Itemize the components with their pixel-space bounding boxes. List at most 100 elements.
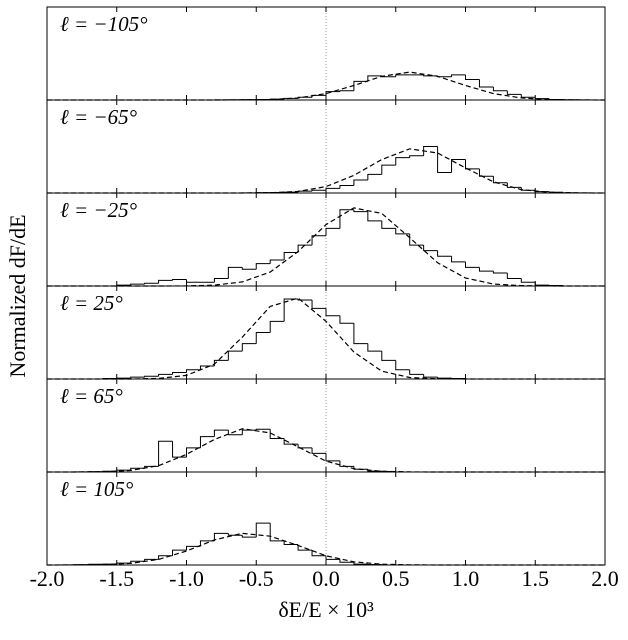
- histogram-step: [492, 271, 508, 274]
- histogram-step: [311, 189, 326, 192]
- histogram-step: [423, 245, 438, 252]
- histogram-step: [311, 550, 326, 557]
- histogram-step: [478, 168, 494, 177]
- histogram-step: [172, 441, 187, 458]
- histogram-step: [255, 263, 271, 270]
- histogram-step: [144, 465, 159, 469]
- histogram-step: [409, 369, 424, 375]
- histogram-step: [325, 453, 340, 462]
- histogram-step: [227, 430, 243, 436]
- histogram-step: [423, 146, 438, 156]
- y-axis-label: Normalized dF/dE: [5, 214, 30, 377]
- histogram-step: [339, 559, 354, 563]
- histogram-step: [255, 522, 271, 538]
- histogram-step: [269, 429, 285, 440]
- histogram-step: [520, 187, 536, 191]
- histogram-step: [283, 438, 299, 445]
- panel-label: ℓ = −25°: [60, 198, 138, 222]
- histogram-step: [465, 159, 480, 170]
- histogram-step: [241, 429, 257, 435]
- histogram-step: [311, 94, 326, 98]
- fit-curve: [47, 428, 605, 473]
- histogram-step: [451, 256, 466, 263]
- histogram-step: [172, 278, 187, 281]
- histogram-step: [367, 343, 382, 352]
- histogram-step: [437, 75, 452, 78]
- histogram-step: [353, 466, 368, 470]
- histogram-step: [534, 282, 550, 286]
- panel-label: ℓ = 65°: [60, 384, 123, 408]
- histogram-step: [311, 235, 326, 246]
- histogram-step: [199, 365, 215, 370]
- histogram-step: [395, 157, 410, 166]
- histogram-step: [437, 377, 452, 379]
- histogram-step: [227, 533, 243, 536]
- x-tick-label: -1.0: [169, 566, 204, 591]
- histogram-step: [158, 555, 173, 560]
- histogram-step: [283, 540, 299, 546]
- histogram-step: [158, 373, 173, 377]
- histogram-step: [213, 429, 229, 437]
- x-tick-label: 0.0: [312, 566, 340, 591]
- histogram-step: [130, 560, 145, 564]
- histogram-step: [520, 278, 536, 283]
- panel-label: ℓ = −105°: [60, 12, 148, 36]
- histogram-step: [381, 351, 396, 361]
- histogram-step: [186, 369, 201, 373]
- histogram-step: [353, 323, 368, 345]
- histogram-step: [423, 74, 438, 77]
- histogram-step: [325, 555, 340, 560]
- histogram-step: [269, 523, 285, 542]
- panel-label: ℓ = 25°: [60, 291, 123, 315]
- histogram-step: [339, 460, 354, 467]
- histogram-step: [339, 185, 354, 189]
- histogram-step: [492, 176, 508, 184]
- histogram-step: [130, 467, 145, 471]
- histogram-step: [534, 190, 550, 193]
- histogram-step: [492, 86, 508, 92]
- histogram-step: [213, 359, 229, 366]
- histogram-step: [297, 244, 313, 253]
- histogram-step: [506, 272, 522, 280]
- histogram-step: [130, 376, 145, 379]
- histogram-step: [186, 545, 201, 551]
- panel-label: ℓ = −65°: [60, 105, 138, 129]
- histogram-step: [465, 261, 480, 268]
- histogram-step: [451, 159, 466, 173]
- histogram-step: [269, 259, 285, 264]
- histogram-step: [409, 233, 424, 246]
- histogram-step: [381, 75, 396, 78]
- histogram-step: [339, 209, 354, 229]
- histogram-step: [144, 375, 159, 378]
- histogram-step: [116, 469, 131, 472]
- histogram-step: [325, 91, 340, 96]
- histogram-step: [339, 315, 354, 324]
- histogram-step: [395, 74, 410, 77]
- histogram-step: [423, 374, 438, 378]
- histogram-step: [548, 98, 564, 100]
- histogram-step: [158, 279, 173, 284]
- histogram-step: [437, 250, 452, 257]
- x-tick-label: -1.5: [99, 566, 134, 591]
- histogram-step: [158, 440, 173, 467]
- histogram-step: [144, 558, 159, 562]
- histogram-step: [297, 444, 313, 449]
- histogram-step: [186, 447, 201, 458]
- panel-frame: [46, 285, 606, 380]
- histogram-step: [520, 94, 536, 98]
- histogram-step: [478, 79, 494, 88]
- histogram-step: [311, 299, 326, 309]
- histogram-step: [283, 298, 299, 322]
- histogram-step: [353, 179, 368, 186]
- histogram-step: [227, 266, 243, 279]
- histogram-step: [353, 80, 368, 91]
- panel-label: ℓ = 105°: [60, 477, 134, 501]
- histogram-step: [241, 343, 257, 352]
- histogram-step: [325, 227, 340, 236]
- histogram-step: [395, 360, 410, 371]
- histogram-step: [353, 562, 368, 565]
- histogram-step: [465, 74, 480, 81]
- histogram-step: [381, 220, 396, 229]
- histogram-step: [325, 308, 340, 317]
